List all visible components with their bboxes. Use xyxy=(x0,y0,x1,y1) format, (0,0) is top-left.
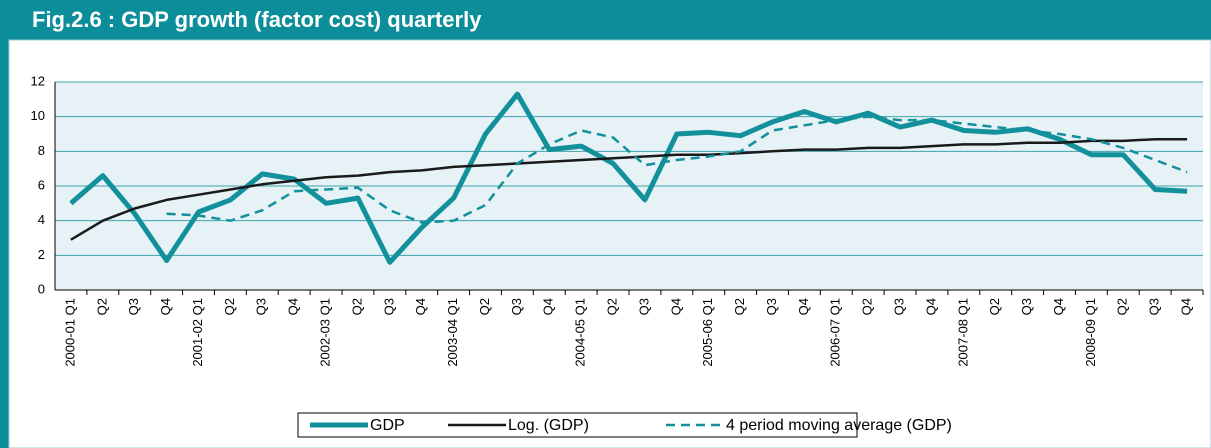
left-border xyxy=(0,40,9,448)
x-tick-label: Q2 xyxy=(94,298,109,315)
x-tick-label: Q2 xyxy=(732,298,747,315)
x-tick-label: Q4 xyxy=(796,298,811,315)
x-tick-label: Q3 xyxy=(636,298,651,315)
legend-box xyxy=(297,412,858,438)
x-tick-label: Q2 xyxy=(604,298,619,315)
x-tick-label: Q4 xyxy=(286,298,301,315)
x-tick-label: Q3 xyxy=(1019,298,1034,315)
y-tick-label: 2 xyxy=(38,247,45,262)
y-tick-label: 6 xyxy=(38,177,45,192)
x-tick-label: Q4 xyxy=(668,298,683,315)
x-tick-label: Q3 xyxy=(1147,298,1162,315)
x-tick-label: 2008-09 Q1 xyxy=(1083,298,1098,367)
legend-label: 4 period moving average (GDP) xyxy=(726,417,952,434)
x-tick-label: Q3 xyxy=(509,298,524,315)
y-tick-label: 10 xyxy=(31,108,45,123)
series-line xyxy=(166,115,1188,224)
frame xyxy=(8,39,1211,448)
x-tick-label: 2004-05 Q1 xyxy=(573,298,588,367)
series-line xyxy=(69,91,1188,265)
x-tick-label: 2007-08 Q1 xyxy=(955,298,970,367)
x-tick-label: Q2 xyxy=(1115,298,1130,315)
x-tick-label: Q2 xyxy=(987,298,1002,315)
x-tick-label: Q4 xyxy=(1178,298,1193,315)
title-bar xyxy=(0,0,1211,40)
x-tick-label: Q3 xyxy=(126,298,141,315)
x-tick-label: Q3 xyxy=(764,298,779,315)
x-tick-label: Q4 xyxy=(158,298,173,315)
y-tick-label: 4 xyxy=(38,212,45,227)
x-tick-label: Q2 xyxy=(349,298,364,315)
x-tick-label: 2001-02 Q1 xyxy=(190,298,205,367)
y-tick-label: 0 xyxy=(38,281,45,296)
x-tick-label: Q2 xyxy=(222,298,237,315)
x-tick-label: Q3 xyxy=(254,298,269,315)
y-tick-label: 8 xyxy=(38,143,45,158)
x-tick-label: Q4 xyxy=(413,298,428,315)
x-tick-label: Q3 xyxy=(381,298,396,315)
x-tick-label: 2005-06 Q1 xyxy=(700,298,715,367)
x-tick-label: 2000-01 Q1 xyxy=(62,298,77,367)
x-tick-label: Q3 xyxy=(891,298,906,315)
series-line xyxy=(70,137,1188,241)
y-tick-label: 12 xyxy=(31,73,45,88)
chart-title: Fig.2.6 : GDP growth (factor cost) quart… xyxy=(32,7,482,32)
x-tick-label: Q2 xyxy=(860,298,875,315)
x-tick-label: Q4 xyxy=(1051,298,1066,315)
x-tick-label: 2006-07 Q1 xyxy=(828,298,843,367)
legend-label: GDP xyxy=(370,417,405,434)
x-tick-label: Q2 xyxy=(477,298,492,315)
x-tick-label: 2003-04 Q1 xyxy=(445,298,460,367)
x-tick-label: Q4 xyxy=(923,298,938,315)
x-tick-label: 2002-03 Q1 xyxy=(317,298,332,367)
x-tick-label: Q4 xyxy=(541,298,556,315)
legend-label: Log. (GDP) xyxy=(508,417,589,434)
